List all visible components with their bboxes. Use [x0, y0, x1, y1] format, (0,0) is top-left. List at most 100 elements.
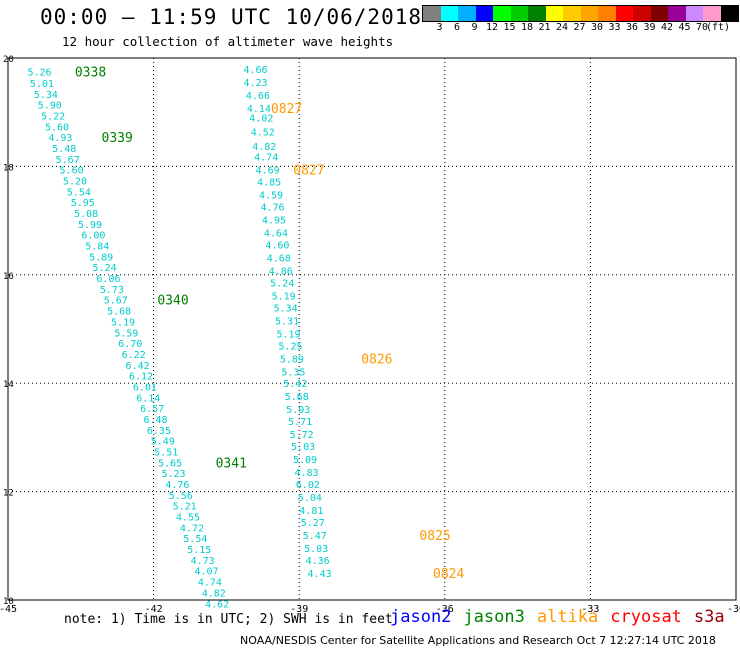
wave-height-label: 6.00 — [81, 231, 105, 242]
wave-height-label: 6.48 — [143, 415, 167, 426]
wave-height-label: 5.26 — [27, 68, 51, 79]
wave-height-label: 5.60 — [45, 122, 69, 133]
wave-height-label: 5.20 — [63, 176, 87, 187]
color-scale-label: 3 — [436, 22, 443, 33]
wave-height-label: 5.65 — [158, 458, 182, 469]
wave-height-label: 4.74 — [254, 153, 278, 164]
color-scale-label: 45 — [678, 22, 691, 33]
pass-time-label: 0827 — [293, 164, 324, 179]
pass-time-label: 0341 — [216, 456, 247, 471]
wave-height-label: 5.49 — [151, 437, 175, 448]
pass-time-label: 0824 — [433, 567, 464, 582]
wave-height-label: 5.59 — [114, 328, 138, 339]
color-swatch — [668, 6, 686, 21]
wave-height-label: 5.24 — [93, 263, 117, 274]
wave-height-label: 5.60 — [60, 166, 84, 177]
color-swatch — [580, 6, 598, 21]
wave-height-label: 4.73 — [191, 556, 215, 567]
wave-height-label: 4.68 — [267, 253, 291, 264]
wave-height-label: 4.64 — [264, 229, 288, 240]
wave-height-label: 5.21 — [173, 502, 197, 513]
legend-item-jason2: jason2 — [390, 607, 452, 627]
legend-item-cryosat: cryosat — [610, 607, 682, 627]
color-scale-label: 70 — [695, 22, 709, 33]
satellite-legend: jason2 jason3 altika cryosat s3a — [390, 607, 737, 627]
wave-height-label: 5.09 — [293, 455, 317, 466]
wave-height-label: 5.24 — [270, 278, 294, 289]
wave-height-label: 4.82 — [252, 142, 276, 153]
pass-time-label: 0339 — [102, 131, 133, 146]
wave-height-label: 5.84 — [85, 242, 109, 253]
wave-height-label: 5.67 — [104, 296, 128, 307]
color-scale-label: 18 — [520, 22, 534, 33]
color-swatch — [528, 6, 546, 21]
color-swatch — [493, 6, 511, 21]
color-swatch — [510, 6, 528, 21]
wave-height-label: 6.14 — [136, 393, 160, 404]
color-swatch — [563, 6, 581, 21]
wave-height-label: 4.62 — [205, 599, 229, 610]
wave-height-label: 4.43 — [308, 569, 332, 580]
wave-height-label: 4.69 — [256, 166, 280, 177]
wave-height-label: 4.60 — [265, 240, 289, 251]
plot-frame — [7, 57, 737, 601]
wave-height-label: 5.99 — [78, 220, 102, 231]
color-swatch — [545, 6, 563, 21]
pass-time-label: 0340 — [157, 294, 188, 309]
wave-height-label: 5.25 — [278, 341, 302, 352]
color-swatch — [720, 6, 738, 21]
wave-height-label: 5.08 — [74, 209, 98, 220]
wave-height-label: 5.48 — [52, 144, 76, 155]
wave-height-label: 5.31 — [275, 316, 299, 327]
color-scale-unit: (ft) — [706, 22, 731, 33]
wave-height-label: 4.76 — [165, 480, 189, 491]
wave-height-label: 6.22 — [122, 350, 146, 361]
wave-height-label: 6.12 — [129, 372, 153, 383]
y-tick-label: 10 — [3, 597, 14, 607]
wave-height-label: 6.42 — [126, 361, 150, 372]
wave-height-label: 5.67 — [56, 155, 80, 166]
wave-height-label: 5.68 — [285, 392, 309, 403]
color-swatch — [423, 6, 441, 21]
y-tick-label: 14 — [3, 380, 14, 390]
color-scale-bar — [422, 5, 739, 22]
color-scale-label: 12 — [485, 22, 499, 33]
wave-height-label: 5.89 — [280, 354, 304, 365]
credit-line: NOAA/NESDIS Center for Satellite Applica… — [240, 634, 716, 647]
wave-height-label: 4.59 — [259, 191, 283, 202]
y-tick-label: 12 — [3, 489, 14, 499]
legend-item-s3a: s3a — [693, 607, 725, 627]
wave-height-label: 5.03 — [304, 544, 328, 555]
wave-height-label: 4.14 — [247, 104, 271, 115]
wave-height-label: 6.01 — [133, 382, 157, 393]
legend-item-jason3: jason3 — [463, 607, 525, 627]
wave-height-label: 5.68 — [107, 307, 131, 318]
color-scale-label: 39 — [643, 22, 656, 33]
pass-time-label: 0826 — [361, 352, 392, 367]
wave-height-label: 4.95 — [262, 216, 286, 227]
color-swatch — [440, 6, 458, 21]
wave-height-label: 5.01 — [30, 79, 54, 90]
wave-height-label: 6.57 — [140, 404, 164, 415]
wave-height-label: 4.85 — [257, 178, 281, 189]
wave-height-label: 4.81 — [299, 506, 323, 517]
color-scale-label: 24 — [555, 22, 569, 33]
wave-height-label: 6.06 — [96, 274, 120, 285]
color-swatch — [475, 6, 493, 21]
color-swatch — [633, 6, 651, 21]
wave-height-label: 5.19 — [272, 291, 296, 302]
x-tick-label: -39 — [290, 604, 308, 615]
x-tick-label: -45 — [0, 604, 17, 615]
wave-height-label: 5.93 — [286, 405, 310, 416]
x-tick-label: -36 — [436, 604, 454, 615]
wave-height-label: 5.56 — [169, 491, 193, 502]
wave-height-label: 4.66 — [243, 65, 267, 76]
pass-time-label: 0338 — [75, 66, 106, 81]
wave-height-label: 6.35 — [147, 426, 171, 437]
y-tick-label: 18 — [3, 163, 14, 173]
color-swatch — [615, 6, 633, 21]
wave-height-label: 5.90 — [38, 101, 62, 112]
wave-height-label: 5.95 — [71, 198, 95, 209]
color-scale-label: 30 — [590, 22, 604, 33]
page-subtitle: 12 hour collection of altimeter wave hei… — [62, 34, 394, 49]
